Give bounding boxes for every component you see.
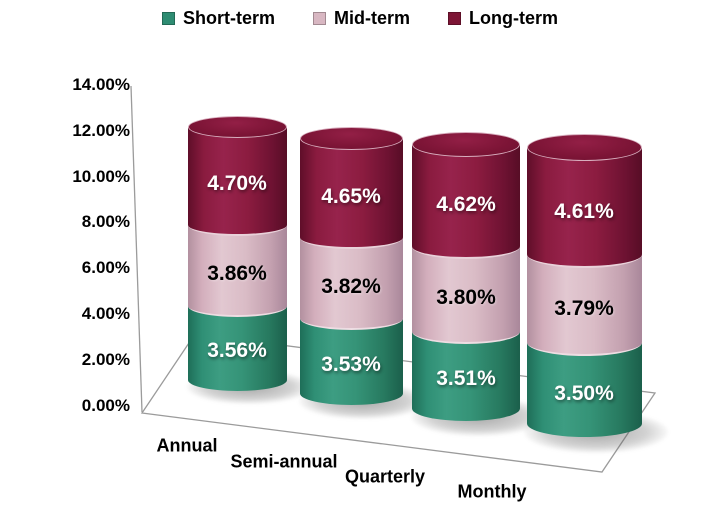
y-tick-label: 10.00% (72, 166, 130, 186)
segment-mid-term (299, 237, 403, 331)
segment-label: 3.51% (436, 367, 496, 391)
y-axis-line (130, 85, 143, 413)
cylinder-top-cap (299, 126, 403, 150)
cylinder-top-cap (412, 131, 520, 157)
legend-item-mid-term: Mid-term (313, 8, 410, 29)
cylinder-quarterly: 3.51% 3.80% 4.62% (412, 131, 520, 422)
segment-label: 3.56% (207, 339, 267, 363)
legend-item-long-term: Long-term (448, 8, 558, 29)
segment-short-term (299, 318, 403, 406)
segment-long-term (187, 126, 287, 236)
y-tick-label: 4.00% (81, 304, 130, 323)
cylinder-top-cap (187, 115, 287, 138)
y-tick-label: 6.00% (81, 258, 130, 278)
cylinder-monthly: 3.50% 3.79% 4.61% (526, 134, 642, 438)
segment-mid-term (412, 246, 520, 344)
segment-label: 3.53% (321, 353, 381, 377)
segment-label: 3.82% (321, 274, 381, 298)
segment-label: 3.80% (436, 286, 496, 310)
segment-label: 4.61% (554, 199, 614, 223)
segment-short-term (187, 305, 287, 391)
x-category-label: Monthly (457, 481, 527, 502)
segment-mid-term (526, 254, 642, 357)
legend-item-short-term: Short-term (161, 8, 275, 29)
segment-long-term (526, 147, 642, 269)
legend: Short-term Mid-term Long-term (0, 8, 720, 29)
y-tick-label: 12.00% (72, 120, 130, 140)
x-category-label: Quarterly (344, 466, 426, 487)
y-tick-label: 8.00% (81, 212, 130, 232)
segment-short-term (412, 331, 520, 422)
y-tick-label: 14.00% (72, 75, 130, 94)
segment-label: 3.50% (554, 381, 614, 405)
x-category-label: Semi-annual (230, 451, 338, 472)
legend-swatch-long-term-icon (448, 12, 461, 25)
segment-long-term (299, 138, 403, 249)
y-tick-label: 0.00% (81, 395, 130, 415)
legend-label: Short-term (182, 8, 275, 28)
legend-swatch-short-term-icon (161, 12, 175, 25)
segment-mid-term (187, 224, 287, 317)
segment-short-term (526, 342, 642, 438)
cylinder-semi-annual: 3.53% 3.82% 4.65% (299, 126, 403, 406)
segment-long-term (412, 144, 520, 260)
legend-label: Long-term (469, 8, 558, 28)
segment-label: 3.79% (554, 296, 614, 320)
cylinder-annual: 3.56% 3.86% 4.70% (187, 115, 287, 391)
legend-label: Mid-term (334, 8, 410, 28)
segment-label: 4.65% (321, 184, 381, 208)
legend-swatch-mid-term-icon (313, 12, 326, 25)
x-category-label: Annual (156, 435, 218, 456)
y-tick-label: 2.00% (81, 349, 130, 369)
segment-label: 4.70% (207, 172, 267, 196)
segment-label: 4.62% (436, 192, 496, 216)
segment-label: 3.86% (207, 261, 267, 285)
cylinder-top-cap (526, 134, 642, 162)
